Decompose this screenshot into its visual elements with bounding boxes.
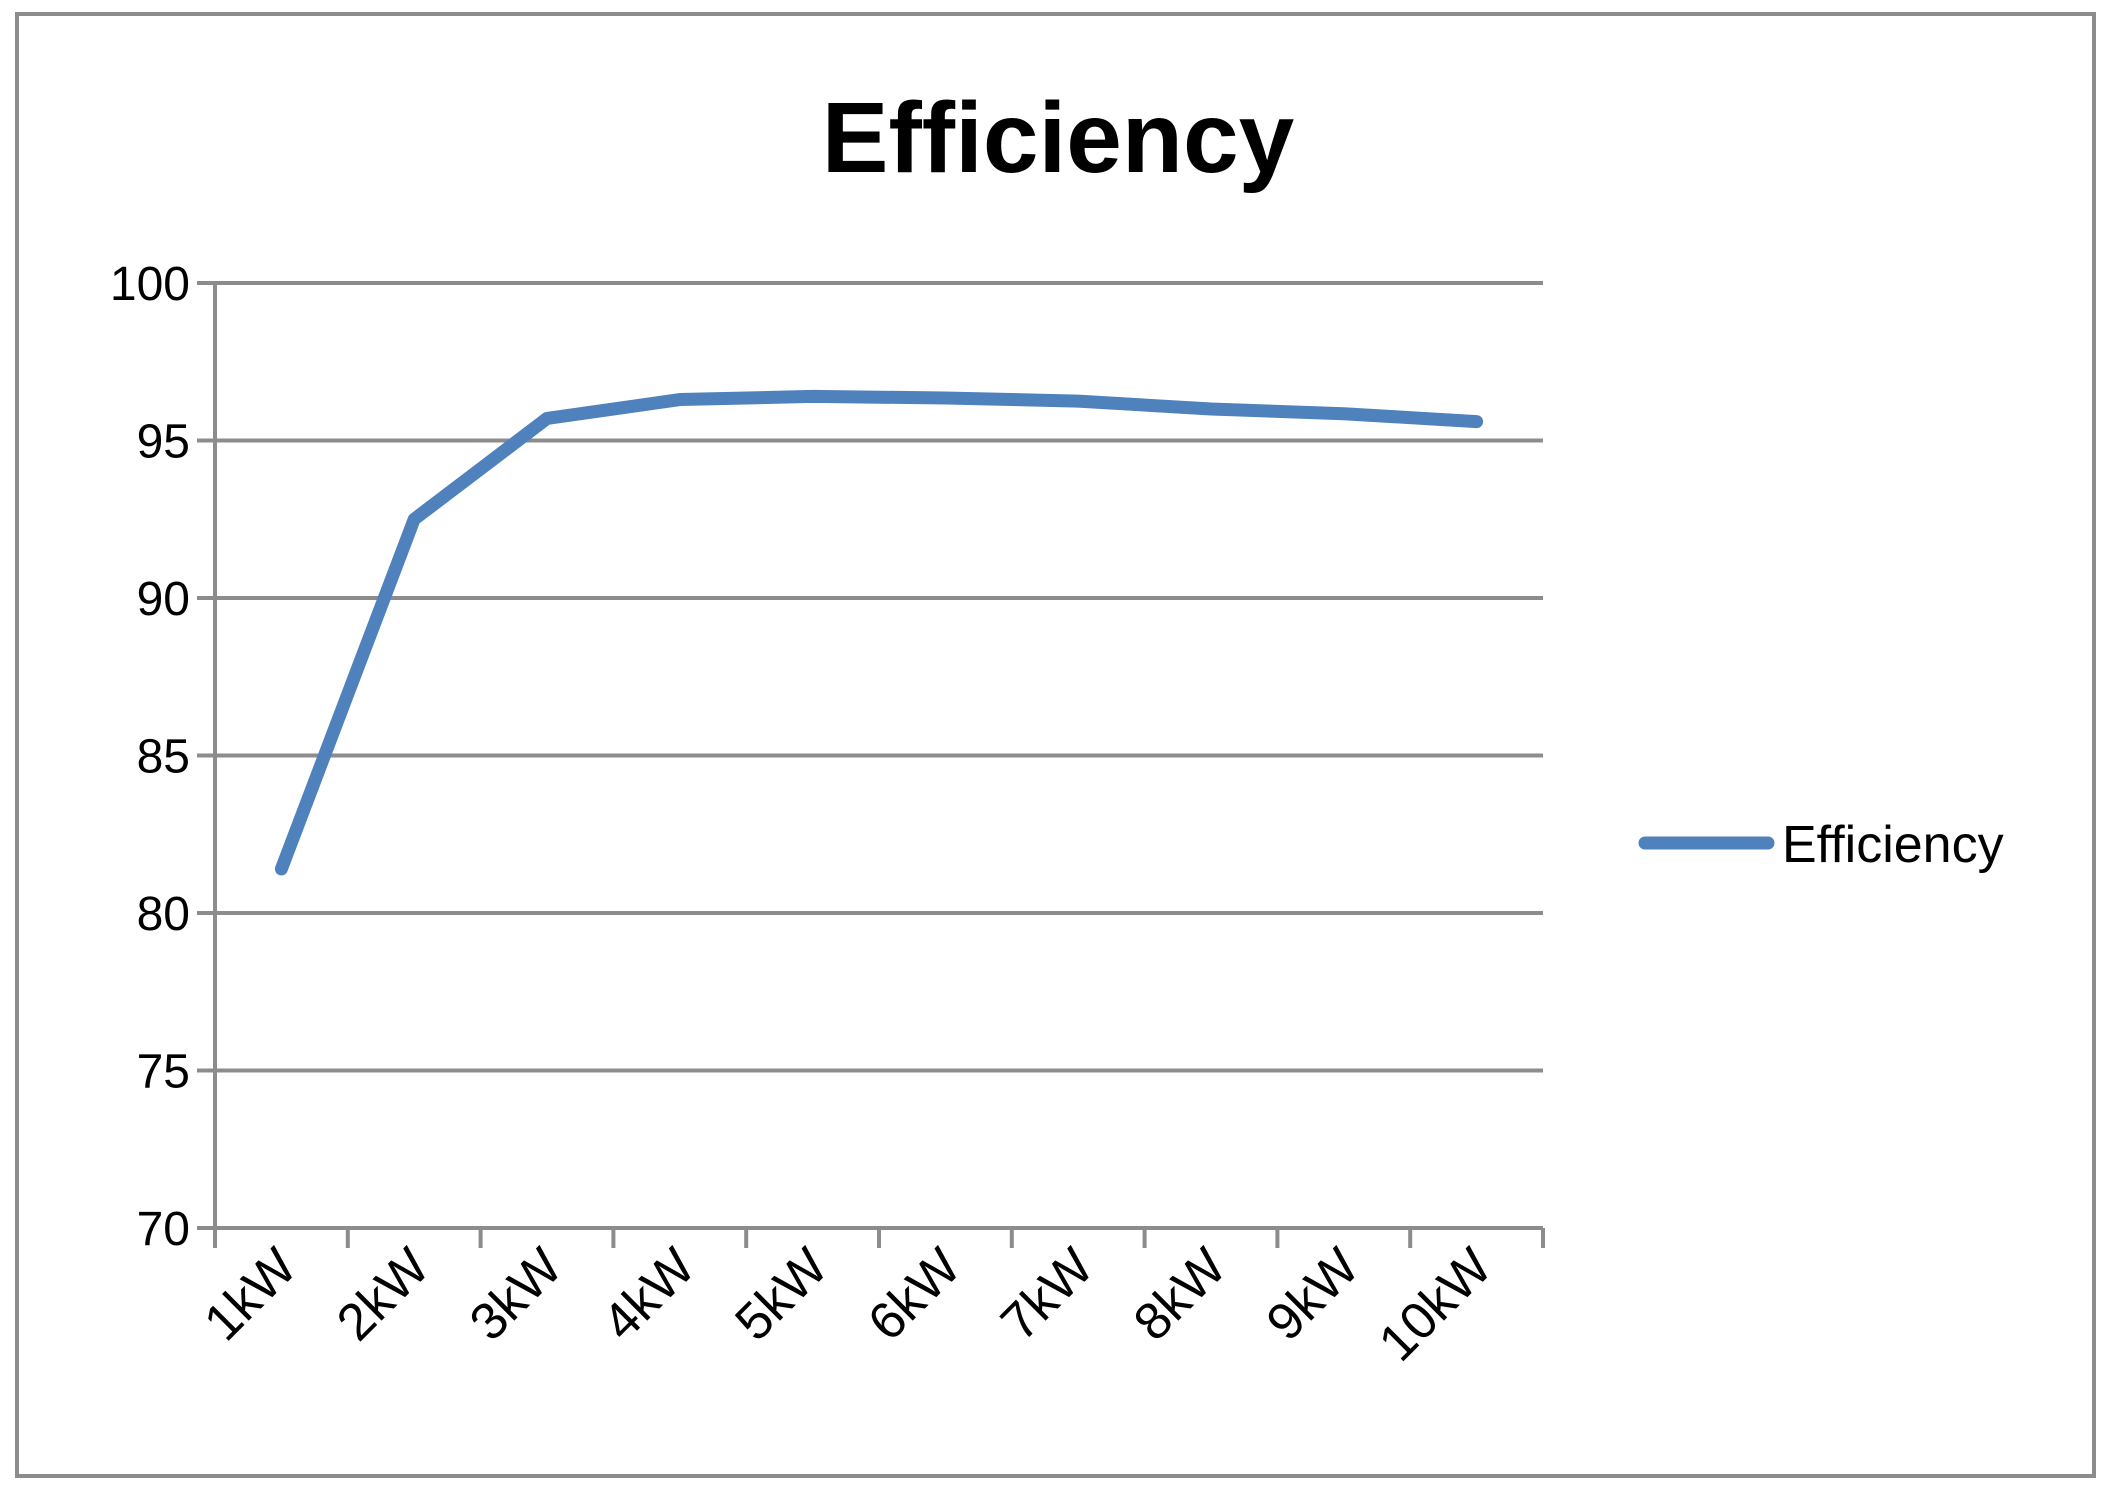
y-tick-label-90: 90 bbox=[137, 573, 190, 626]
y-axis-tick-labels: 70 75 80 85 90 95 100 bbox=[110, 258, 190, 1256]
legend: Efficiency bbox=[1638, 816, 2004, 874]
gridlines bbox=[197, 281, 1543, 1073]
y-tick-label-100: 100 bbox=[110, 258, 190, 311]
axes bbox=[197, 283, 1545, 1248]
y-tick-label-95: 95 bbox=[137, 416, 190, 469]
chart-border bbox=[15, 12, 2096, 1478]
y-tick-label-85: 85 bbox=[137, 731, 190, 784]
data-series bbox=[274, 389, 1484, 876]
series-line-efficiency bbox=[274, 389, 1484, 876]
y-tick-label-80: 80 bbox=[137, 888, 190, 941]
legend-label: Efficiency bbox=[1782, 816, 2004, 874]
y-tick-label-75: 75 bbox=[137, 1046, 190, 1099]
chart-title: Efficiency bbox=[822, 82, 1295, 194]
y-tick-label-70: 70 bbox=[137, 1203, 190, 1256]
